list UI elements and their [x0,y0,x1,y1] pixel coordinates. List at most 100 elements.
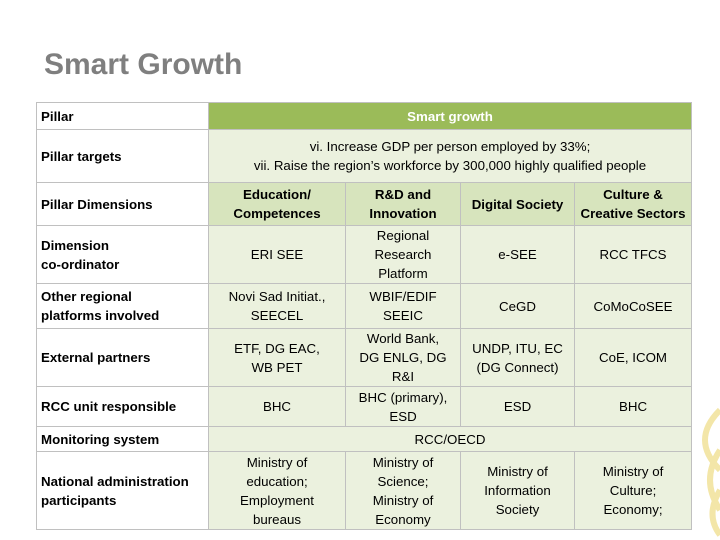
cell: World Bank, DG ENLG, DG R&I [345,328,461,387]
cell-line: DG ENLG, DG R&I [359,350,447,384]
cell: BHC [573,386,693,427]
cell-line: External partners [41,350,151,365]
table-row: Pillar Smart growth [36,102,693,130]
cell: e-SEE [460,225,575,284]
cell-line: UNDP, ITU, EC [472,340,563,356]
cell-line: Research [374,247,432,262]
cell-line: Ministry of [487,464,548,479]
cell: Education/Competences [208,182,346,226]
cell: Smart growth [207,102,693,130]
cell-line: ESD [503,399,532,414]
cell-line: National administration [41,473,189,489]
cell-line: WB PET [251,359,303,375]
row-label: External partners [36,328,209,387]
cell: RCC/OECD [207,426,693,452]
cell: ERI SEE [208,225,346,284]
cell-line: RCC/OECD [414,431,486,447]
cell-line: Information [484,483,551,498]
row-label: Other regional platforms involved [36,283,209,329]
cell-line: R&D and [374,187,432,202]
cell: Digital Society [460,182,575,226]
cell-line: BHC [262,399,292,414]
cell-line: Other regional [41,289,132,304]
row-label: Pillar [36,102,209,130]
cell-line: Innovation [369,206,437,221]
cell-line: Ministry of [372,492,434,508]
cell: CoE, ICOM [573,328,693,387]
row-label: Dimension co-ordinator [36,225,209,284]
cell-line: WBIF/EDIF [369,289,437,304]
cell-line: World Bank, [366,331,440,346]
cell-line: Pillar [41,108,74,124]
table-row: RCC unit responsible BHC BHC (primary), ESD… [36,386,693,427]
cell-line: Dimension [41,237,109,253]
cell-line: vii. Raise the region’s workforce by 300… [253,158,647,173]
cell: vi. Increase GDP per person employed by … [207,129,693,183]
cell-line: Ministry of [602,464,664,479]
cell-line: Science; [377,473,429,489]
cell-line: BHC [618,399,648,414]
cell-line: Society [495,502,540,517]
cell: RCC TFCS [573,225,693,284]
cell-line: participants [41,492,117,508]
table-row: Monitoring system RCC/OECD [36,426,693,452]
cell-line: Regional [376,228,430,243]
cell-line: Culture; [609,483,657,498]
cell-line: Economy [375,511,431,527]
cell-line: Employment [240,492,314,508]
cell-line: RCC TFCS [599,247,667,262]
cell-line: e-SEE [498,247,537,262]
cell-line: education; [246,473,308,489]
cell-line: SEECEL [250,308,304,323]
cell-line: (DG Connect) [476,359,559,375]
cell-line: bureaus [252,511,302,527]
table-row: External partners ETF, DG EAC, WB PET World… [36,328,693,387]
cell: CeGD [460,283,575,329]
cell: Ministry of Science; Ministry of Economy [345,451,461,530]
cell-line: Novi Sad Initiat., [228,289,326,304]
cell-line: vi. Increase GDP per person employed by … [309,139,591,154]
cell: Culture & Creative Sectors [573,182,693,226]
cell: BHC (primary), ESD [345,386,461,427]
cell: Ministry of Culture; Economy; [573,451,693,530]
cell: Novi Sad Initiat., SEECEL [208,283,346,329]
row-label: Pillar Dimensions [36,182,209,226]
cell: WBIF/EDIF SEEIC [345,283,461,329]
cell-line: SEEIC [383,308,423,323]
cell: ESD [460,386,575,427]
cell-line: Creative Sectors [580,206,686,221]
cell: CoMoCoSEE [573,283,693,329]
cell-line: Competences [233,206,321,221]
cell-line: Pillar targets [41,148,122,164]
cell-line: CeGD [499,298,536,314]
cell-line: RCC unit responsible [41,399,177,414]
slide-title: Smart Growth [44,48,243,81]
cell: Regional Research Platform [345,225,461,284]
cell-line: BHC (primary), [358,389,448,405]
table-row: Pillar targets vi. Increase GDP per perso… [36,129,693,183]
cell-line: Ministry of [372,454,434,470]
cell-line: Economy; [603,502,663,517]
cell-line: Education/ [243,187,311,202]
cell: Ministry of Information Society [460,451,575,530]
cell-line: Platform [378,266,428,281]
row-label: RCC unit responsible [36,386,209,427]
cell: R&D and Innovation [345,182,461,226]
cell-line: ESD [389,408,417,424]
cell-line: platforms involved [41,308,160,323]
cell: UNDP, ITU, EC (DG Connect) [460,328,575,387]
decoration [702,407,720,537]
row-label: Monitoring system [36,426,209,452]
cell: BHC [208,386,346,427]
cell-line: Ministry of [246,454,308,470]
cell-line: Digital Society [471,196,564,212]
cell-line: ETF, DG EAC, [234,340,320,356]
table-row: Pillar Dimensions Education/Competences R&… [36,182,693,226]
cell-line: co-ordinator [41,256,120,272]
cell-line: Smart growth [407,108,493,124]
cell-line: CoMoCoSEE [593,298,673,314]
cell-line: CoE, ICOM [599,350,667,365]
cell-line: Pillar Dimensions [41,196,153,212]
row-label: Pillar targets [36,129,209,183]
